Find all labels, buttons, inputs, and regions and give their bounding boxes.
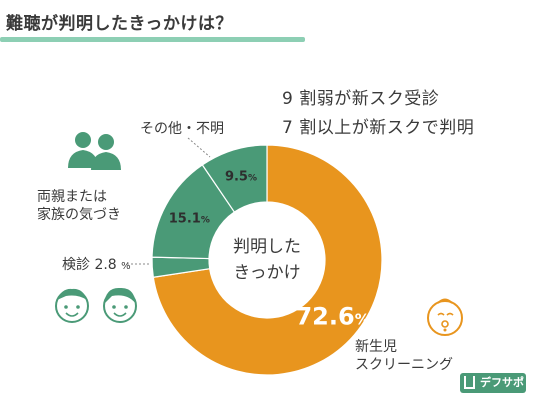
label-other: その他・不明 [140, 121, 224, 137]
label-family-line-1: 両親または [37, 189, 107, 205]
label-newborn: 新生児 スクリーニング [355, 338, 453, 374]
baby-icon [427, 298, 463, 336]
slice-unit-newborn-screening: % [355, 310, 370, 328]
center-label-line-1: 判明した [233, 237, 301, 257]
label-checkup-name: 検診 [62, 257, 90, 273]
brand-logo-text: デフサポ [480, 376, 524, 389]
brand-logo: デフサポ [460, 373, 526, 393]
center-label-line-2: きっかけ [233, 263, 300, 283]
leader-lines [127, 137, 211, 265]
label-checkup: 検診 2.8 % [62, 254, 131, 274]
slice-unit-other: % [248, 173, 257, 183]
label-family-line-2: 家族の気づき [37, 207, 121, 223]
label-family: 両親または 家族の気づき [37, 188, 121, 224]
summary-line-1: 9 割弱が新スク受診 [282, 89, 440, 109]
slice-value-other: 9.5% [225, 169, 257, 184]
label-checkup-value: 2.8 [94, 257, 117, 273]
slice-unit-family: % [201, 216, 210, 226]
leader-line-other [187, 137, 211, 158]
label-newborn-line-1: 新生児 [355, 339, 397, 355]
family-icon [68, 132, 121, 170]
slice-value-family: 15.1% [169, 212, 210, 227]
page-title: 難聴が判明したきっかけは？ [6, 14, 233, 34]
slice-other [201, 144, 268, 213]
label-checkup-unit: % [121, 261, 131, 272]
chart-slices [151, 144, 383, 376]
children-faces-icon [55, 287, 137, 323]
slice-newborn-screening [152, 144, 383, 376]
summary-line-2: 7 割以上が新スクで判明 [282, 118, 475, 138]
title-underline [0, 37, 305, 42]
label-newborn-line-2: スクリーニング [355, 357, 453, 373]
cup-icon [464, 376, 475, 389]
